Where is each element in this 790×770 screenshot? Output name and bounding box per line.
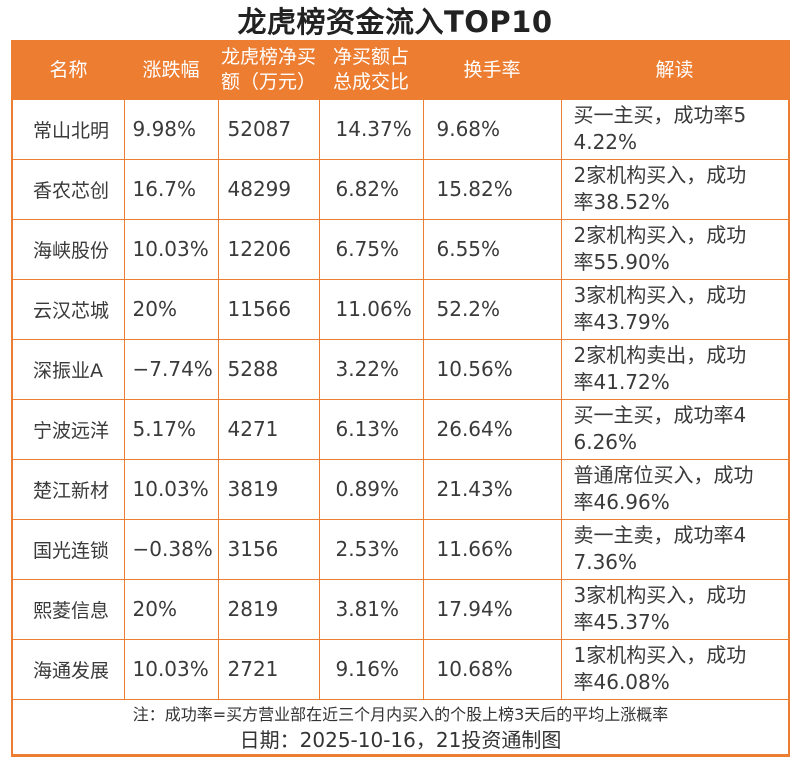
table-row: 云汉芯城 20% 11566 11.06% 52.2% 3家机构买入，成功 率43.79% xyxy=(11,278,790,340)
header-cell-name: 名称 xyxy=(12,41,124,99)
interpretation-cell: 普通席位买入，成功 率46.96% xyxy=(560,458,790,520)
net-buy-cell: 12206 xyxy=(217,218,320,280)
turnover-cell: 21.43% xyxy=(422,458,562,520)
header-cell-turnover: 换手率 xyxy=(423,41,561,99)
ratio-cell: 9.16% xyxy=(318,638,424,700)
ratio-cell: 6.13% xyxy=(318,398,424,460)
change-cell: 9.98% xyxy=(123,98,219,160)
ratio-cell: 0.89% xyxy=(318,458,424,520)
change-cell: 10.03% xyxy=(123,638,219,700)
change-cell: 16.7% xyxy=(123,158,219,220)
header-cell-interpretation: 解读 xyxy=(561,41,789,99)
net-buy-cell: 3819 xyxy=(217,458,320,520)
turnover-cell: 9.68% xyxy=(422,98,562,160)
turnover-cell: 6.55% xyxy=(422,218,562,280)
interpretation-cell: 3家机构买入，成功 率43.79% xyxy=(560,278,790,340)
date-caption: 日期：2025-10-16，21投资通制图 xyxy=(239,727,562,752)
net-buy-cell: 3156 xyxy=(217,518,320,580)
table-row: 海通发展 10.03% 2721 9.16% 10.68% 1家机构买入，成功 率46.0… xyxy=(11,638,790,700)
stock-name-cell: 国光连锁 xyxy=(11,518,125,580)
stock-name-cell: 海峡股份 xyxy=(11,218,125,280)
stock-name-cell: 香农芯创 xyxy=(11,158,125,220)
change-cell: −0.38% xyxy=(123,518,219,580)
ratio-cell: 3.81% xyxy=(318,578,424,640)
change-cell: −7.74% xyxy=(123,338,219,400)
stock-name-cell: 楚江新材 xyxy=(11,458,125,520)
change-cell: 10.03% xyxy=(123,218,219,280)
table-body: 常山北明 9.98% 52087 14.37% 9.68% 买一主买，成功率5 4.22%… xyxy=(11,98,790,700)
net-buy-cell: 52087 xyxy=(217,98,320,160)
net-buy-cell: 2721 xyxy=(217,638,320,700)
table-row: 楚江新材 10.03% 3819 0.89% 21.43% 普通席位买入，成功 率46.9… xyxy=(11,458,790,520)
net-buy-cell: 4271 xyxy=(217,398,320,460)
turnover-cell: 52.2% xyxy=(422,278,562,340)
interpretation-cell: 2家机构卖出，成功 率41.72% xyxy=(560,338,790,400)
footer-row: 注：成功率=买方营业部在近三个月内买入的个股上榜3天后的平均上涨概率 日期：20… xyxy=(11,698,790,756)
table-row: 国光连锁 −0.38% 3156 2.53% 11.66% 卖一主卖，成功率4 7.36% xyxy=(11,518,790,580)
ratio-cell: 2.53% xyxy=(318,518,424,580)
interpretation-cell: 2家机构买入，成功 率38.52% xyxy=(560,158,790,220)
turnover-cell: 10.56% xyxy=(422,338,562,400)
turnover-cell: 15.82% xyxy=(422,158,562,220)
ratio-cell: 6.82% xyxy=(318,158,424,220)
interpretation-cell: 1家机构买入，成功 率46.08% xyxy=(560,638,790,700)
turnover-cell: 10.68% xyxy=(422,638,562,700)
ratio-cell: 14.37% xyxy=(318,98,424,160)
table-row: 常山北明 9.98% 52087 14.37% 9.68% 买一主买，成功率5 4.22% xyxy=(11,98,790,160)
header-cell-change: 涨跌幅 xyxy=(124,41,218,99)
interpretation-cell: 买一主买，成功率5 4.22% xyxy=(560,98,790,160)
table-row: 熙菱信息 20% 2819 3.81% 17.94% 3家机构买入，成功 率45.37% xyxy=(11,578,790,640)
net-buy-cell: 5288 xyxy=(217,338,320,400)
interpretation-cell: 3家机构买入，成功 率45.37% xyxy=(560,578,790,640)
ratio-cell: 11.06% xyxy=(318,278,424,340)
ratio-cell: 6.75% xyxy=(318,218,424,280)
change-cell: 10.03% xyxy=(123,458,219,520)
stock-name-cell: 常山北明 xyxy=(11,98,125,160)
stock-name-cell: 深振业A xyxy=(11,338,125,400)
table-row: 深振业A −7.74% 5288 3.22% 10.56% 2家机构卖出，成功 率41.7… xyxy=(11,338,790,400)
top10-table: 名称 涨跌幅 龙虎榜净买 额（万元） 净买额占 总成交比 换手率 解读 常山北明… xyxy=(11,40,790,757)
header-cell-ratio: 净买额占 总成交比 xyxy=(319,41,423,99)
interpretation-cell: 2家机构买入，成功 率55.90% xyxy=(560,218,790,280)
change-cell: 20% xyxy=(123,578,219,640)
footer-cell: 注：成功率=买方营业部在近三个月内买入的个股上榜3天后的平均上涨概率 日期：20… xyxy=(11,698,790,756)
interpretation-cell: 买一主买，成功率4 6.26% xyxy=(560,398,790,460)
table-row: 香农芯创 16.7% 48299 6.82% 15.82% 2家机构买入，成功 率38.5… xyxy=(11,158,790,220)
change-cell: 20% xyxy=(123,278,219,340)
interpretation-cell: 卖一主卖，成功率4 7.36% xyxy=(560,518,790,580)
header-row: 名称 涨跌幅 龙虎榜净买 额（万元） 净买额占 总成交比 换手率 解读 xyxy=(12,41,789,99)
net-buy-cell: 11566 xyxy=(217,278,320,340)
table-row: 海峡股份 10.03% 12206 6.75% 6.55% 2家机构买入，成功 率55.9… xyxy=(11,218,790,280)
header-cell-net-buy: 龙虎榜净买 额（万元） xyxy=(218,41,319,99)
table-header: 名称 涨跌幅 龙虎榜净买 额（万元） 净买额占 总成交比 换手率 解读 xyxy=(12,41,789,99)
table-row: 宁波远洋 5.17% 4271 6.13% 26.64% 买一主买，成功率4 6.26% xyxy=(11,398,790,460)
footnote-text: 注：成功率=买方营业部在近三个月内买入的个股上榜3天后的平均上涨概率 xyxy=(132,704,669,724)
change-cell: 5.17% xyxy=(123,398,219,460)
table-footer: 注：成功率=买方营业部在近三个月内买入的个股上榜3天后的平均上涨概率 日期：20… xyxy=(11,698,790,756)
turnover-cell: 11.66% xyxy=(422,518,562,580)
turnover-cell: 26.64% xyxy=(422,398,562,460)
stock-name-cell: 宁波远洋 xyxy=(11,398,125,460)
net-buy-cell: 48299 xyxy=(217,158,320,220)
turnover-cell: 17.94% xyxy=(422,578,562,640)
stock-name-cell: 云汉芯城 xyxy=(11,278,125,340)
page-title: 龙虎榜资金流入TOP10 xyxy=(237,5,553,39)
ratio-cell: 3.22% xyxy=(318,338,424,400)
stock-name-cell: 海通发展 xyxy=(11,638,125,700)
net-buy-cell: 2819 xyxy=(217,578,320,640)
stock-name-cell: 熙菱信息 xyxy=(11,578,125,640)
